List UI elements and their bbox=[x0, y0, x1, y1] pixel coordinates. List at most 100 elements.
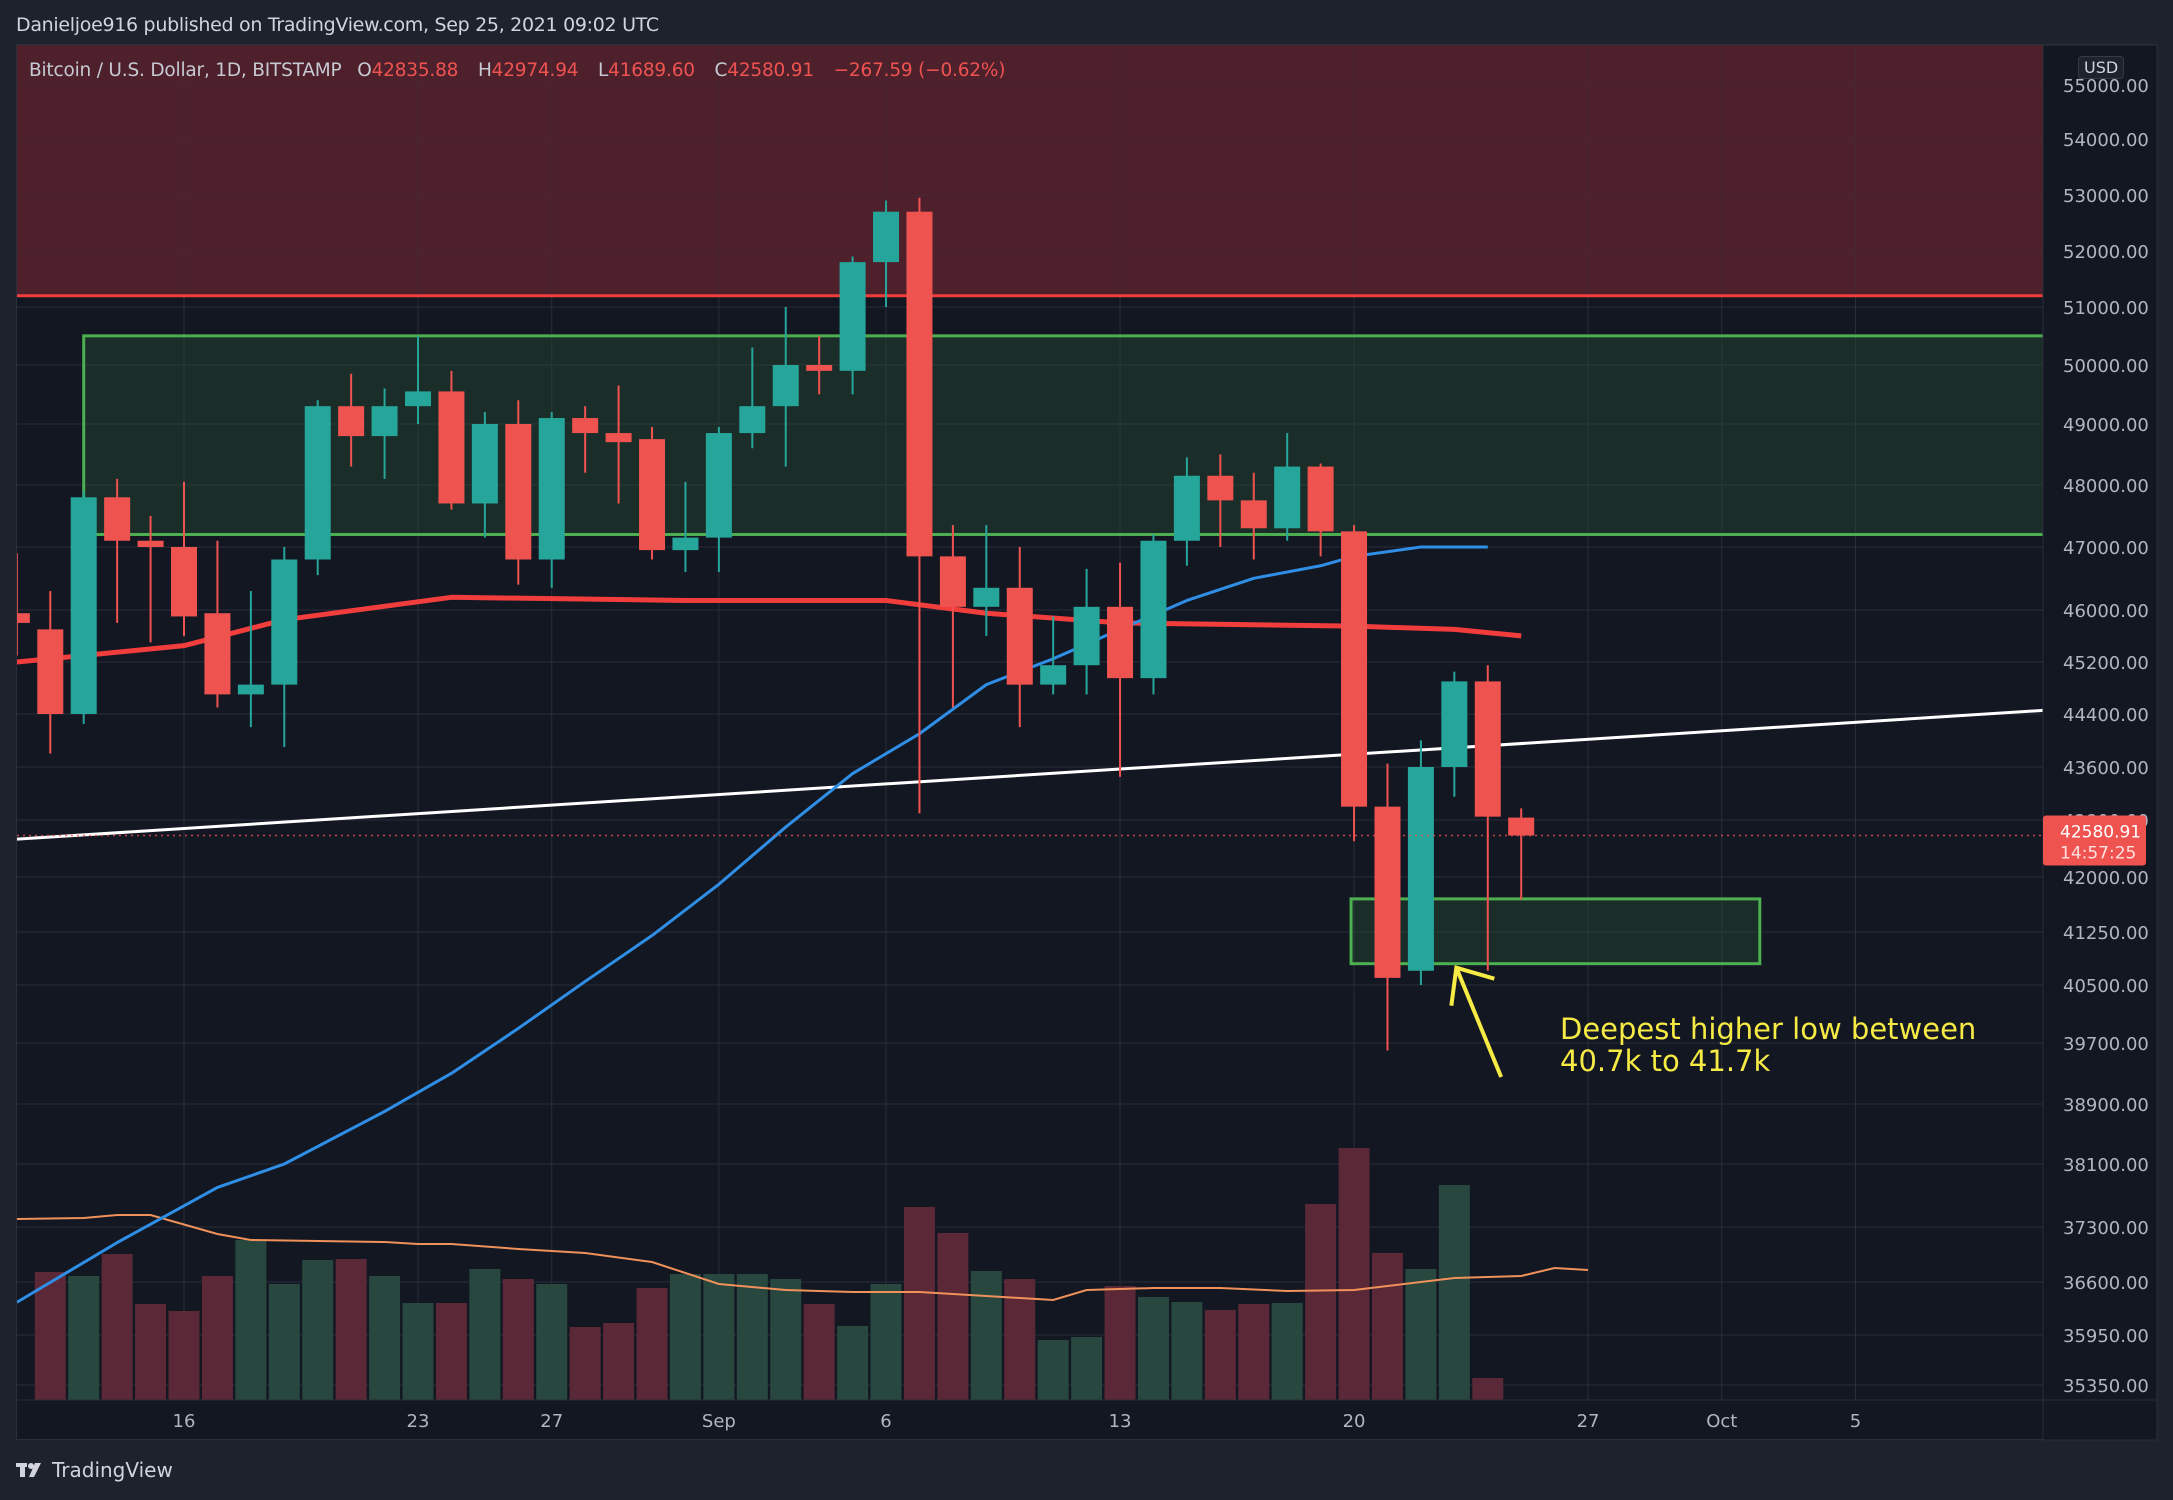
last-price-value: 42580.91 bbox=[2060, 823, 2141, 843]
volume-bar bbox=[1271, 1303, 1303, 1400]
time-tick-label: 27 bbox=[540, 1411, 563, 1432]
candle-body[interactable] bbox=[1240, 500, 1267, 529]
close-value: 42580.91 bbox=[727, 60, 814, 81]
candle-body[interactable] bbox=[104, 497, 131, 541]
volume-bar bbox=[1104, 1286, 1136, 1400]
volume-bar bbox=[1137, 1297, 1169, 1400]
volume-bar bbox=[1204, 1310, 1236, 1400]
plot-layer bbox=[0, 197, 2090, 1400]
volume-bar bbox=[201, 1276, 233, 1400]
volume-ma-line bbox=[17, 1214, 1589, 1302]
candle-body[interactable] bbox=[906, 211, 933, 557]
price-tick-label: 35350.00 bbox=[2063, 1376, 2149, 1397]
candle-body[interactable] bbox=[338, 406, 365, 437]
candle-body[interactable] bbox=[1274, 466, 1301, 529]
high-value: 42974.94 bbox=[491, 60, 579, 81]
candle-body[interactable] bbox=[1307, 466, 1334, 532]
candle-body[interactable] bbox=[572, 418, 599, 434]
volume-bar bbox=[536, 1284, 568, 1400]
price-tick-label: 46000.00 bbox=[2063, 601, 2149, 622]
tradingview-logo-icon bbox=[16, 1462, 46, 1478]
volume-bar bbox=[1171, 1302, 1203, 1400]
candle-body[interactable] bbox=[1040, 665, 1067, 685]
trendline-support[interactable] bbox=[0, 707, 2090, 841]
volume-bar bbox=[1371, 1253, 1403, 1400]
price-axis[interactable] bbox=[2042, 44, 2158, 1441]
higher-low-annotation: Deepest higher low between 40.7k to 41.7… bbox=[1560, 1012, 1977, 1078]
candle-body[interactable] bbox=[1441, 681, 1468, 767]
candle-body[interactable] bbox=[1006, 587, 1033, 685]
published-byline: Danieljoe916 published on TradingView.co… bbox=[16, 14, 659, 36]
range-zone-box[interactable] bbox=[82, 334, 2045, 536]
candle-body[interactable] bbox=[4, 613, 30, 623]
price-tick-label: 49000.00 bbox=[2063, 415, 2149, 436]
volume-bar bbox=[870, 1284, 902, 1400]
candle-body[interactable] bbox=[1474, 681, 1501, 817]
candle-body[interactable] bbox=[371, 406, 398, 437]
resistance-zone-overlay bbox=[17, 45, 2043, 296]
candle-body[interactable] bbox=[705, 433, 732, 538]
price-tick-label: 53000.00 bbox=[2063, 186, 2149, 207]
candle-body[interactable] bbox=[973, 587, 1000, 607]
candle-body[interactable] bbox=[739, 406, 766, 434]
price-tick-label: 51000.00 bbox=[2063, 298, 2149, 319]
volume-bar bbox=[302, 1260, 334, 1400]
candle-body[interactable] bbox=[639, 439, 666, 551]
currency-badge[interactable]: USD bbox=[2078, 56, 2125, 79]
candle-body[interactable] bbox=[672, 537, 699, 551]
candle-body[interactable] bbox=[304, 406, 331, 560]
price-tick-label: 48000.00 bbox=[2063, 476, 2149, 497]
candle-body[interactable] bbox=[471, 424, 498, 504]
price-tick-label: 43600.00 bbox=[2063, 758, 2149, 779]
candle-body[interactable] bbox=[1374, 806, 1401, 978]
last-price-badge bbox=[2043, 815, 2146, 866]
symbol-legend: Bitcoin / U.S. Dollar, 1D, BITSTAMP O428… bbox=[29, 60, 1005, 81]
candle-body[interactable] bbox=[538, 418, 565, 560]
candle-body[interactable] bbox=[1407, 767, 1434, 971]
candle-body[interactable] bbox=[605, 433, 632, 443]
price-tick-label: 47000.00 bbox=[2063, 538, 2149, 559]
candle-body[interactable] bbox=[1341, 531, 1368, 807]
candle-body[interactable] bbox=[873, 211, 900, 263]
candle-body[interactable] bbox=[806, 365, 833, 371]
candle-body[interactable] bbox=[405, 391, 432, 407]
candle-body[interactable] bbox=[839, 262, 866, 371]
candle-body[interactable] bbox=[1107, 606, 1134, 679]
price-tick-label: 55000.00 bbox=[2063, 76, 2149, 97]
candle-body[interactable] bbox=[772, 365, 799, 407]
open-value: 42835.88 bbox=[371, 60, 459, 81]
candle-body[interactable] bbox=[1207, 475, 1234, 501]
price-tick-label: 38900.00 bbox=[2063, 1095, 2149, 1116]
volume-bar bbox=[603, 1323, 635, 1400]
candle-body[interactable] bbox=[939, 556, 966, 607]
candle-body[interactable] bbox=[137, 540, 164, 547]
candle-body[interactable] bbox=[237, 684, 264, 695]
price-tick-label: 36600.00 bbox=[2063, 1273, 2149, 1294]
candle-body[interactable] bbox=[1140, 540, 1167, 679]
volume-bar bbox=[703, 1274, 735, 1400]
price-tick-label: 42000.00 bbox=[2063, 868, 2149, 889]
volume-bar bbox=[135, 1304, 167, 1400]
tradingview-brand: TradingView bbox=[52, 1458, 173, 1482]
candle-body[interactable] bbox=[70, 497, 97, 714]
candle-body[interactable] bbox=[438, 391, 465, 504]
price-tick-label: 39700.00 bbox=[2063, 1034, 2149, 1055]
tradingview-logo[interactable]: TradingView bbox=[16, 1458, 173, 1482]
volume-bar bbox=[1071, 1337, 1103, 1400]
change-value: −267.59 (−0.62%) bbox=[833, 60, 1006, 81]
open-label: O bbox=[357, 60, 372, 81]
candle-body[interactable] bbox=[37, 629, 64, 714]
candle-body[interactable] bbox=[271, 559, 298, 685]
volume-bar bbox=[770, 1279, 802, 1400]
time-tick-label: Sep bbox=[702, 1411, 736, 1432]
candle-body[interactable] bbox=[1508, 817, 1535, 836]
volume-bar bbox=[669, 1274, 701, 1400]
price-tick-label: 37300.00 bbox=[2063, 1218, 2149, 1239]
candle-body[interactable] bbox=[1173, 475, 1200, 541]
candle-body[interactable] bbox=[204, 613, 231, 695]
candle-body[interactable] bbox=[1073, 606, 1100, 666]
candle-body[interactable] bbox=[171, 547, 197, 617]
price-tick-label: 40500.00 bbox=[2063, 976, 2149, 997]
candle-body[interactable] bbox=[505, 424, 532, 560]
